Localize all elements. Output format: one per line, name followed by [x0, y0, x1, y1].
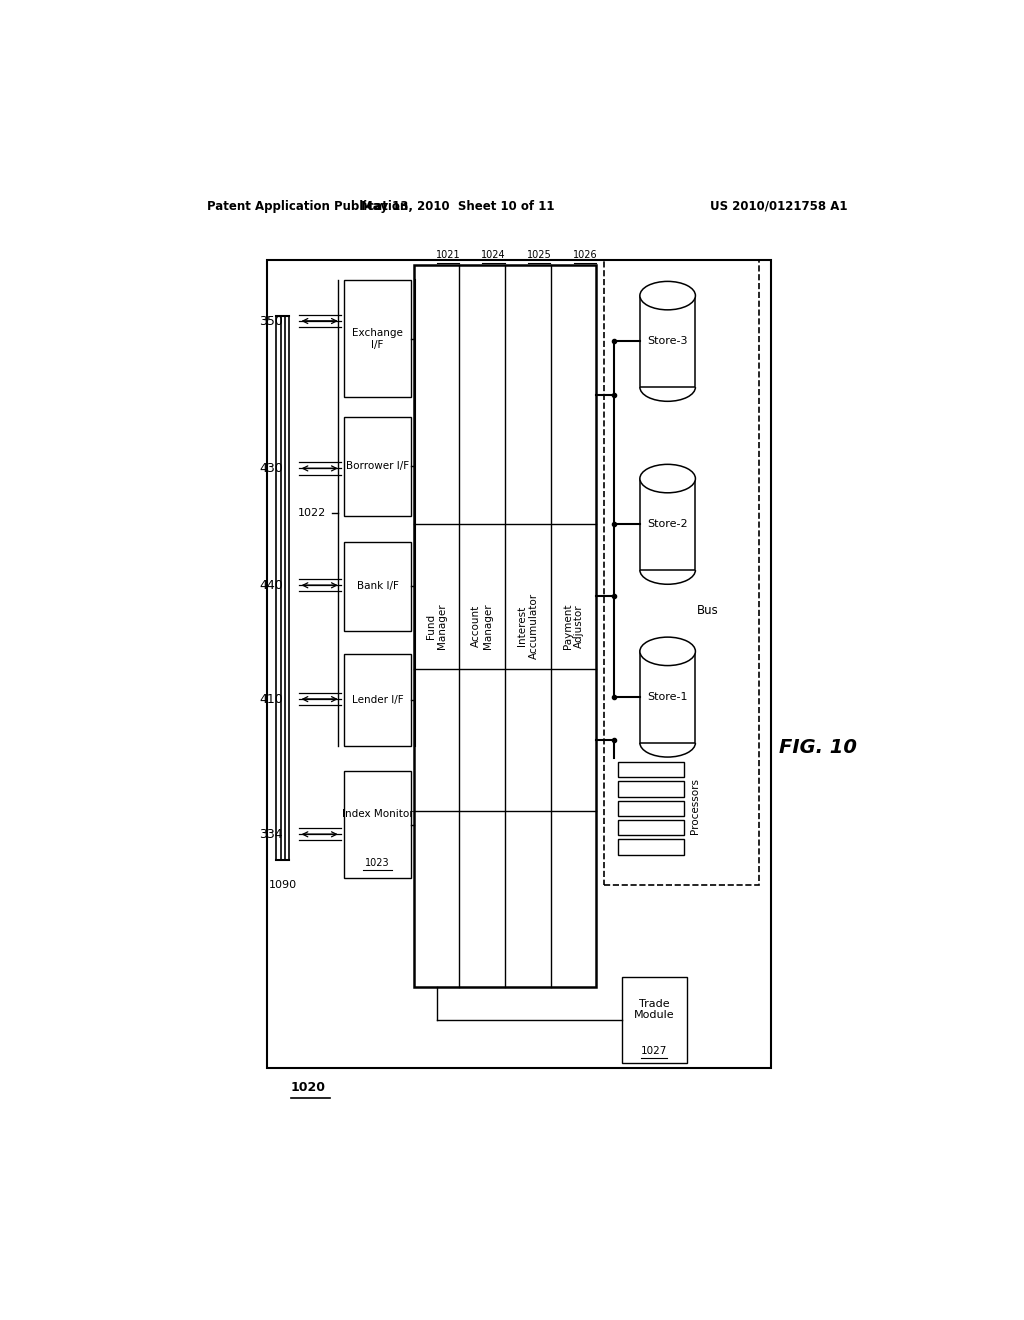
Text: 1090: 1090: [268, 880, 297, 890]
Text: Bus: Bus: [696, 605, 718, 618]
Text: Store-1: Store-1: [647, 692, 688, 702]
Text: 1026: 1026: [572, 249, 597, 260]
Text: Fund
Manager: Fund Manager: [426, 603, 447, 648]
Bar: [344, 280, 412, 397]
Text: 1021: 1021: [435, 249, 460, 260]
Text: 440: 440: [259, 578, 283, 591]
Bar: [344, 541, 412, 631]
Bar: [604, 260, 759, 886]
Bar: [414, 265, 596, 987]
Text: Account
Manager: Account Manager: [471, 603, 493, 648]
Bar: [640, 296, 695, 387]
Text: 1027: 1027: [641, 1045, 668, 1056]
Bar: [344, 655, 412, 746]
Text: Index Monitor: Index Monitor: [342, 809, 414, 820]
Text: Store-2: Store-2: [647, 519, 688, 529]
Text: Patent Application Publication: Patent Application Publication: [207, 199, 409, 213]
Ellipse shape: [640, 281, 695, 310]
Text: FIG. 10: FIG. 10: [779, 738, 857, 758]
Text: 350: 350: [259, 314, 283, 327]
Text: May 13, 2010  Sheet 10 of 11: May 13, 2010 Sheet 10 of 11: [360, 199, 554, 213]
Text: Lender I/F: Lender I/F: [352, 696, 403, 705]
Text: Bank I/F: Bank I/F: [356, 581, 398, 591]
Bar: [618, 781, 684, 797]
Text: Store-3: Store-3: [647, 337, 688, 346]
Text: Borrower I/F: Borrower I/F: [346, 462, 410, 471]
Text: Trade
Module: Trade Module: [634, 999, 675, 1020]
Text: 1022: 1022: [298, 508, 327, 519]
Bar: [618, 820, 684, 836]
Bar: [618, 840, 684, 854]
Ellipse shape: [640, 465, 695, 492]
Bar: [640, 651, 695, 743]
Text: 430: 430: [259, 462, 283, 475]
Bar: [344, 771, 412, 878]
Bar: [622, 977, 687, 1063]
Text: 1025: 1025: [526, 249, 552, 260]
Text: Payment
Adjustor: Payment Adjustor: [562, 603, 585, 648]
Text: 1023: 1023: [366, 858, 390, 867]
Text: 1020: 1020: [291, 1081, 326, 1094]
Text: 334: 334: [259, 828, 283, 841]
Text: 1024: 1024: [481, 249, 506, 260]
Text: Exchange
I/F: Exchange I/F: [352, 327, 403, 350]
Bar: [344, 417, 412, 516]
Text: 410: 410: [259, 693, 283, 706]
Ellipse shape: [640, 638, 695, 665]
Text: US 2010/0121758 A1: US 2010/0121758 A1: [710, 199, 848, 213]
Bar: [267, 260, 771, 1068]
Text: Interest
Accumulator: Interest Accumulator: [517, 593, 539, 659]
Bar: [618, 762, 684, 777]
Bar: [640, 479, 695, 570]
Bar: [618, 801, 684, 816]
Text: Processors: Processors: [690, 779, 699, 834]
